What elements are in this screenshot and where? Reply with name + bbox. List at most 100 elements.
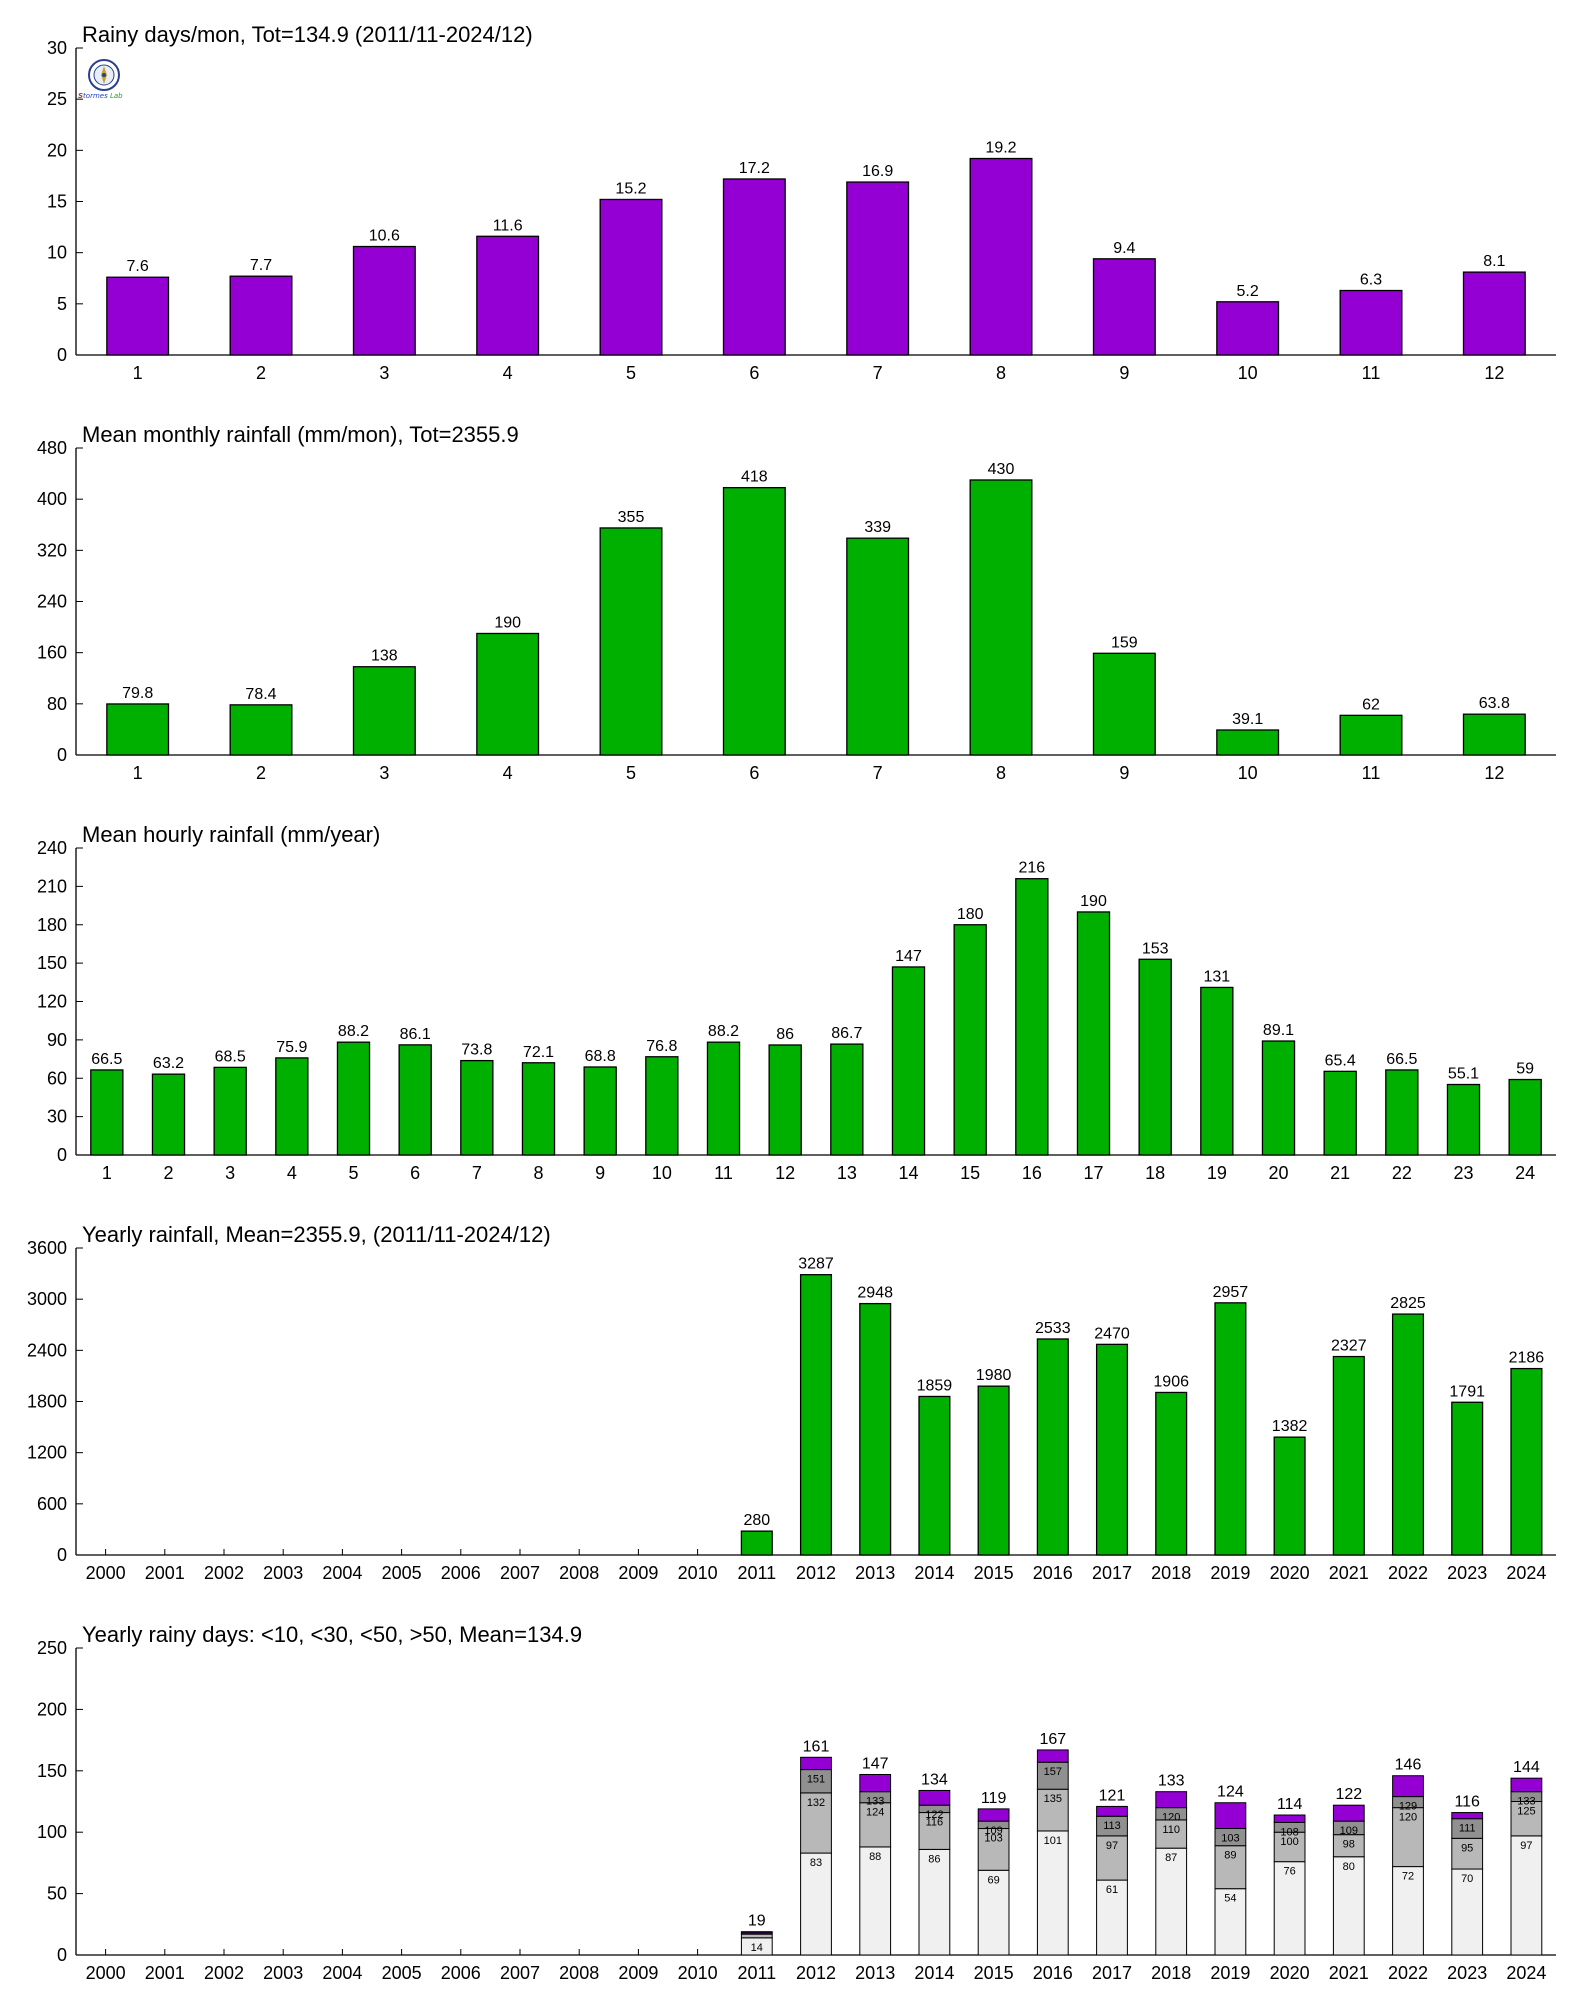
bar-value-label: 1906 bbox=[1153, 1373, 1189, 1390]
x-tick-label: 3 bbox=[379, 763, 389, 783]
y-tick-label: 2400 bbox=[27, 1340, 67, 1360]
bar-value-label: 7.7 bbox=[250, 257, 272, 274]
segment-value-label: 132 bbox=[807, 1797, 825, 1809]
bar bbox=[1451, 1401, 1484, 1556]
bar bbox=[722, 178, 786, 356]
stacked-bar-segment bbox=[918, 1789, 951, 1806]
segment-value-label: 135 bbox=[1044, 1793, 1062, 1805]
stacked-bar-segment bbox=[1273, 1831, 1306, 1863]
y-tick-label: 320 bbox=[37, 540, 67, 560]
bar-value-label: 147 bbox=[895, 948, 922, 965]
bar-value-label: 1859 bbox=[917, 1377, 953, 1394]
stacked-bar-segment bbox=[1096, 1835, 1128, 1881]
x-tick-label: 6 bbox=[749, 763, 759, 783]
segment-value-label: 61 bbox=[1106, 1884, 1118, 1896]
bar-total-label: 124 bbox=[1217, 1784, 1244, 1801]
x-tick-label: 2014 bbox=[914, 1563, 954, 1583]
bar-value-label: 2470 bbox=[1094, 1325, 1130, 1342]
x-tick-label: 3 bbox=[379, 363, 389, 383]
x-tick-label: 7 bbox=[873, 763, 883, 783]
y-tick-label: 80 bbox=[47, 694, 67, 714]
bar bbox=[599, 198, 663, 356]
x-tick-label: 3 bbox=[225, 1163, 235, 1183]
bar bbox=[1092, 652, 1156, 756]
y-tick-label: 160 bbox=[37, 643, 67, 663]
x-tick-label: 2 bbox=[256, 363, 266, 383]
yearly-rainfall-svg: 0 600 1200 1800 2400 3000 3600 2000 2001 2002 2003… bbox=[27, 1238, 1556, 1583]
bar-value-label: 19.2 bbox=[985, 140, 1016, 157]
segment-value-label: 69 bbox=[987, 1874, 999, 1886]
y-tick-label: 0 bbox=[57, 745, 67, 765]
y-tick-label: 240 bbox=[37, 838, 67, 858]
stacked-bar-segment bbox=[1332, 1804, 1365, 1822]
x-tick-label: 9 bbox=[1119, 763, 1129, 783]
bar bbox=[599, 527, 663, 756]
x-tick-label: 4 bbox=[287, 1163, 297, 1183]
y-tick-label: 0 bbox=[57, 1945, 67, 1965]
x-tick-label: 21 bbox=[1330, 1163, 1350, 1183]
mean-hourly-rainfall-chart: 0 30 60 90 120 150 180 210 240 1 66.5 2 63.2 3 68.5 4 75… bbox=[0, 800, 1580, 1200]
x-tick-label: 2002 bbox=[204, 1963, 244, 1983]
bar bbox=[1200, 986, 1234, 1156]
segment-value-label: 122 bbox=[925, 1809, 943, 1821]
x-tick-label: 2008 bbox=[559, 1963, 599, 1983]
x-tick-label: 12 bbox=[775, 1163, 795, 1183]
x-tick-label: 12 bbox=[1484, 763, 1504, 783]
compass-seal-icon bbox=[88, 59, 120, 91]
y-tick-label: 120 bbox=[37, 992, 67, 1012]
y-tick-label: 0 bbox=[57, 1145, 67, 1165]
y-tick-label: 20 bbox=[47, 140, 67, 160]
stacked-bar-segment bbox=[800, 1756, 832, 1771]
stacked-bar-segment bbox=[1155, 1847, 1188, 1956]
x-tick-label: 2007 bbox=[500, 1563, 540, 1583]
stacked-bar-segment bbox=[1392, 1866, 1424, 1956]
segment-value-label: 109 bbox=[984, 1825, 1002, 1837]
bar-value-label: 88.2 bbox=[708, 1023, 739, 1040]
bar bbox=[891, 966, 926, 1156]
segment-value-label: 103 bbox=[984, 1833, 1002, 1845]
bar-total-label: 119 bbox=[981, 1790, 1007, 1807]
x-tick-label: 2004 bbox=[322, 1963, 362, 1983]
yearly-rainy-days-chart: 0 50 100 150 200 250 2000 2001 2002 2003 2004 2005 2… bbox=[0, 1600, 1580, 2000]
segment-value-label: 125 bbox=[1517, 1806, 1535, 1818]
segment-value-label: 111 bbox=[1459, 1823, 1476, 1835]
bar bbox=[352, 666, 416, 756]
bar bbox=[1095, 1343, 1129, 1556]
bar bbox=[398, 1044, 432, 1156]
bar-total-label: 146 bbox=[1395, 1757, 1422, 1774]
segment-value-label: 100 bbox=[1280, 1836, 1298, 1848]
bar bbox=[918, 1395, 951, 1556]
bar-value-label: 2186 bbox=[1509, 1350, 1545, 1367]
y-tick-label: 1800 bbox=[27, 1392, 67, 1412]
y-tick-label: 100 bbox=[37, 1822, 67, 1842]
stacked-bar-segment bbox=[1510, 1777, 1543, 1793]
bar-value-label: 66.5 bbox=[1386, 1051, 1417, 1068]
bar-value-label: 73.8 bbox=[461, 1042, 492, 1059]
bar-value-label: 55.1 bbox=[1448, 1066, 1479, 1083]
x-tick-label: 8 bbox=[996, 763, 1006, 783]
bar-value-label: 159 bbox=[1111, 634, 1138, 651]
segment-value-label: 54 bbox=[1224, 1893, 1236, 1905]
bar bbox=[352, 245, 416, 356]
bar bbox=[1214, 1302, 1247, 1556]
x-tick-label: 2012 bbox=[796, 1963, 836, 1983]
bar-value-label: 131 bbox=[1203, 968, 1230, 985]
bar bbox=[151, 1073, 186, 1156]
segment-value-label: 109 bbox=[1340, 1825, 1358, 1837]
bar bbox=[229, 275, 293, 356]
x-tick-label: 2023 bbox=[1447, 1963, 1487, 1983]
bar bbox=[1216, 301, 1280, 356]
segment-value-label: 87 bbox=[1165, 1852, 1177, 1864]
x-tick-label: 18 bbox=[1145, 1163, 1165, 1183]
stacked-bar-segment bbox=[1510, 1835, 1543, 1956]
y-tick-label: 3600 bbox=[27, 1238, 67, 1258]
bar bbox=[846, 181, 910, 356]
stacked-bar-segment bbox=[918, 1812, 951, 1850]
x-tick-label: 24 bbox=[1515, 1163, 1535, 1183]
x-tick-label: 2003 bbox=[263, 1963, 303, 1983]
bar bbox=[1462, 713, 1526, 756]
bar-value-label: 138 bbox=[371, 648, 398, 665]
stacked-bar-segment bbox=[1036, 1830, 1069, 1956]
x-tick-label: 2021 bbox=[1329, 1563, 1369, 1583]
stacked-bar-segment bbox=[1096, 1805, 1128, 1817]
